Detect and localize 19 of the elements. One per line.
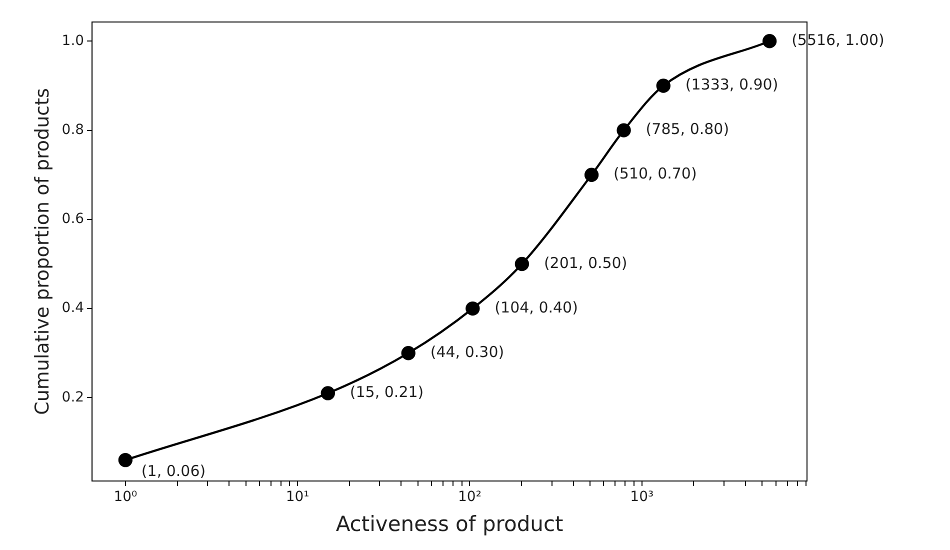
y-tick-label: 0.4 (62, 300, 84, 316)
y-tick-label: 0.6 (62, 211, 84, 228)
data-label: (1, 0.06) (141, 462, 206, 480)
data-label: (201, 0.50) (544, 254, 628, 272)
data-label: (44, 0.30) (430, 342, 504, 361)
data-label: (785, 0.80) (646, 120, 730, 138)
x-tick-label: 10¹ (286, 489, 310, 506)
data-label: (15, 0.21) (350, 383, 424, 402)
data-label: (104, 0.40) (494, 298, 578, 316)
x-tick-label: 10⁰ (114, 489, 138, 506)
y-tick-label: 0.2 (62, 389, 84, 406)
x-axis-title: Activeness of product (336, 512, 564, 536)
y-tick-label: 0.8 (62, 122, 84, 138)
x-tick-label: 10³ (630, 489, 654, 506)
y-tick-label: 1.0 (62, 32, 84, 49)
data-label: (1333, 0.90) (685, 76, 778, 94)
x-tick-label: 10² (458, 489, 482, 506)
y-axis-title: Cumulative proportion of products (31, 88, 54, 415)
data-label: (510, 0.70) (614, 164, 697, 183)
